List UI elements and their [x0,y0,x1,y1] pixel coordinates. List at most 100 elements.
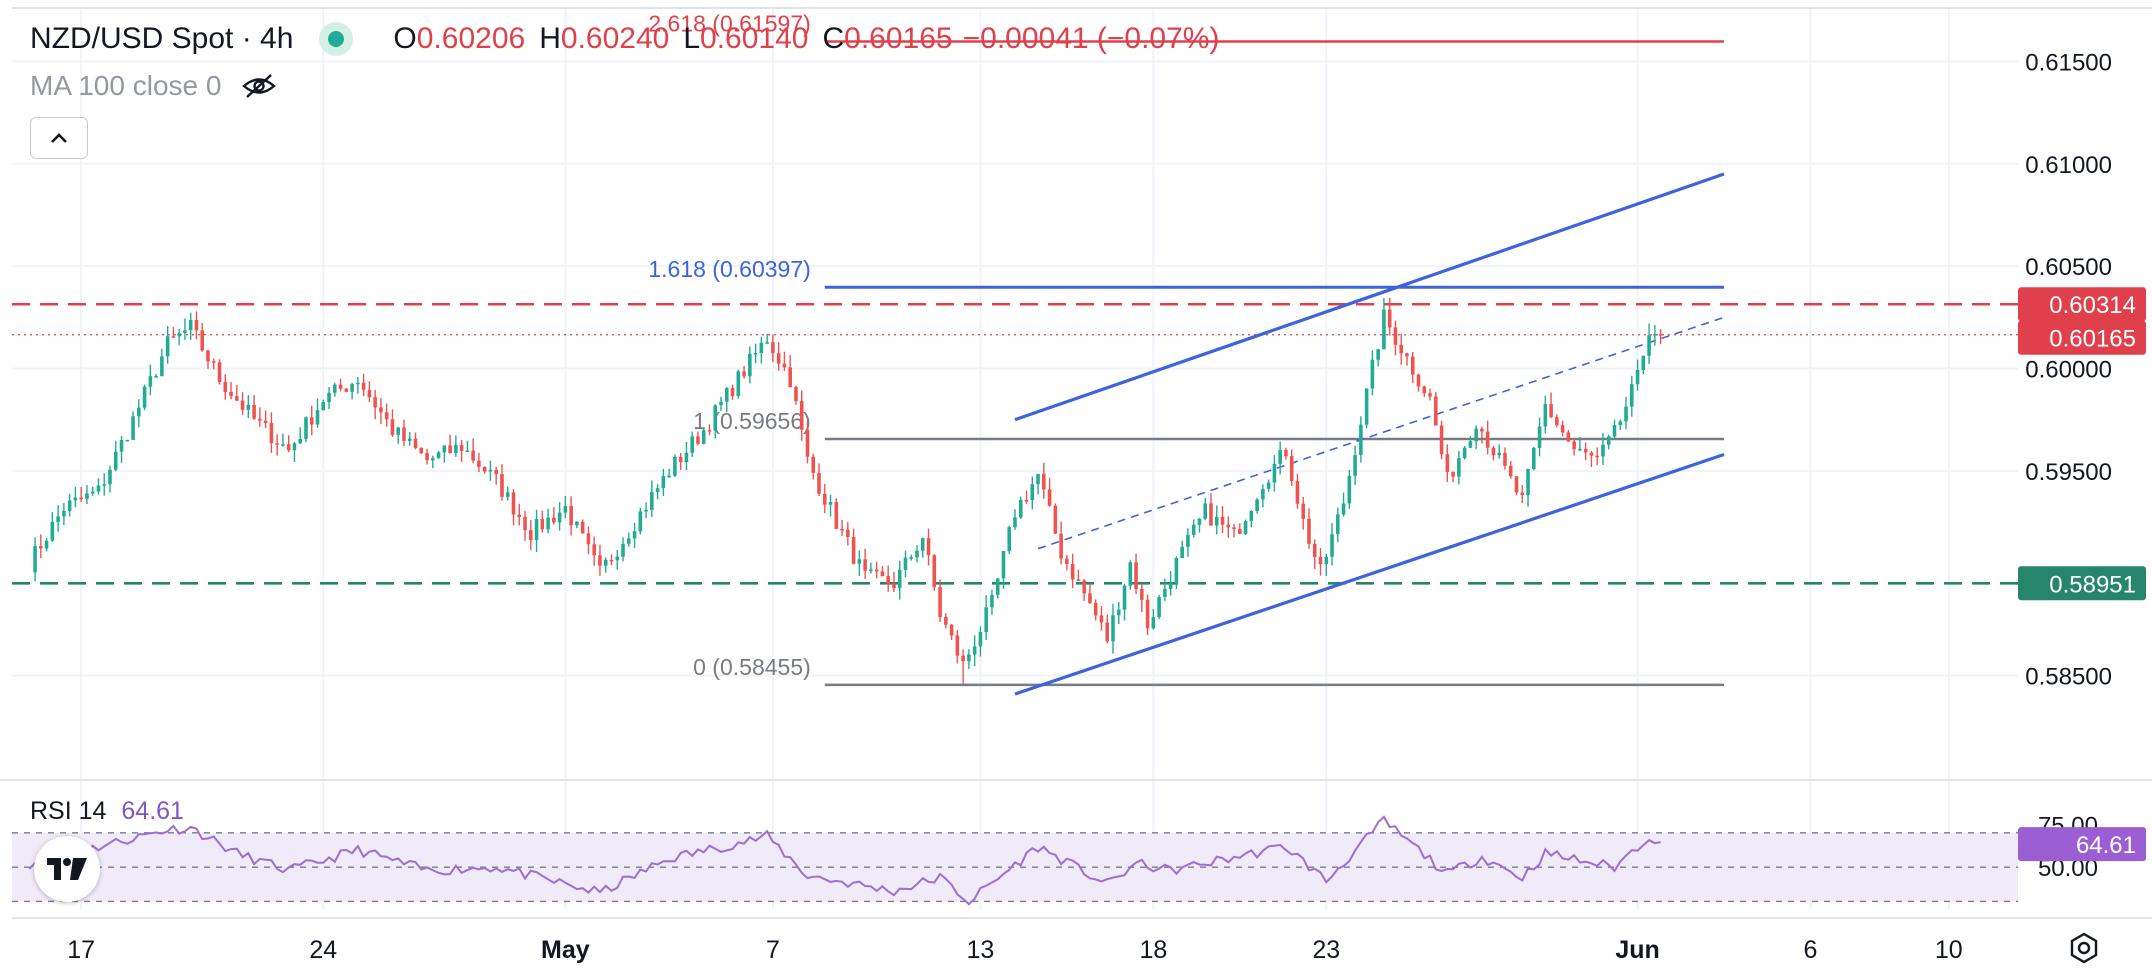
time-tick-label: 23 [1312,936,1340,964]
high-value: 0.60240 [560,22,670,55]
candle-body [822,493,827,505]
candle-body [1278,449,1282,464]
candle-body [217,362,222,382]
candle-body [1624,406,1628,422]
candle-body [1174,557,1179,584]
candle-body [252,404,256,419]
candle-body [736,371,741,397]
candle-body [1093,602,1098,616]
candle-body [851,536,856,564]
candle-body [719,401,723,406]
candle-body [886,576,890,584]
candle-body [1145,599,1150,629]
candle-body [235,396,239,401]
chart-settings-button[interactable] [2066,930,2102,966]
candle-body [557,512,562,523]
trend-channel-middle [1037,316,1725,550]
candle-body [119,439,124,452]
eye-crossed-icon[interactable] [241,73,277,99]
candle-body [1030,484,1035,501]
time-tick-label: 18 [1139,936,1167,964]
candle-body [1134,562,1138,589]
price-tick-label: 0.60000 [2025,357,2112,384]
candle-body [748,353,752,377]
candle-body [517,514,522,517]
time-axis[interactable]: 17 24 May 7 13 18 23 Jun 6 10 [67,936,1962,964]
candle-body [148,376,153,387]
candle-body [1312,543,1317,558]
candle-body [696,436,700,444]
fib-label-2.618: 2.618 (0.61597) [648,11,810,37]
candle-body [413,438,418,448]
candle-body [1560,425,1565,433]
candle-body [857,559,862,564]
candle-body [402,427,406,441]
candle-body [1359,424,1363,456]
candle-body [240,400,245,410]
candle-body [1013,517,1017,528]
candle-body [459,444,464,451]
candle-body [788,367,792,388]
rsi-label: RSI 14 [30,797,107,825]
close-label: C [822,22,845,55]
candle-body [1451,472,1455,477]
candle-body [494,469,498,475]
candle-body [315,410,320,425]
candle-body [425,453,429,461]
tradingview-logo[interactable] [34,836,100,902]
candle-body [1209,503,1213,526]
candle-body [281,444,285,446]
candle-body [448,445,452,454]
candle-body [1341,503,1346,515]
candle-body [1578,448,1582,451]
ma-indicator-row[interactable]: MA 100 close 0 [30,70,277,102]
value-labels: 0.60314 0.60165 0.58951 64.61 [2018,287,2146,862]
candle-body [1508,465,1513,477]
collapse-indicators-button[interactable] [30,117,88,159]
candle-body [1307,518,1311,544]
candle-body [1583,448,1588,453]
candle-body [304,417,308,440]
fib-label-1.618: 1.618 (0.60397) [648,256,810,282]
candle-body [892,583,896,589]
symbol-title[interactable]: NZD/USD Spot · 4h [30,22,294,55]
candle-body [661,475,666,489]
candle-body [1324,556,1329,565]
candle-body [684,452,689,463]
candle-body [1284,449,1288,457]
candle-body [782,363,787,368]
candle-body [367,389,372,398]
candle-body [1105,622,1110,642]
candle-body [1480,428,1484,432]
candle-body [396,427,400,435]
candle-body [1203,503,1208,519]
candle-body [1330,534,1334,557]
candle-body [961,655,965,662]
candle-body [805,429,810,457]
candle-body [56,516,60,522]
price-axis[interactable]: 0.61500 0.61000 0.60500 0.60000 0.59500 0.585… [2025,49,2112,690]
fib-label-0: 0 (0.58455) [693,654,811,680]
candle-body [142,386,147,408]
candle-body [586,533,591,545]
time-tick-label: 10 [1935,936,1963,964]
candle-body [592,544,596,556]
candle-body [1382,309,1386,350]
time-tick-label: 7 [766,936,780,964]
candle-body [920,538,925,551]
candle-body [1606,436,1611,445]
candles [33,297,1663,685]
candle-body [1410,356,1415,375]
candle-body [50,521,55,541]
candle-body [840,528,844,531]
candle-body [615,556,620,561]
candle-body [707,430,712,432]
time-tick-label: 24 [309,936,337,964]
rsi-legend[interactable]: RSI 14 64.61 [30,797,184,826]
time-tick-label: 17 [67,936,95,964]
candle-body [1163,588,1167,597]
candle-body [1255,499,1259,511]
candle-body [1053,505,1058,534]
candle-body [701,430,706,444]
